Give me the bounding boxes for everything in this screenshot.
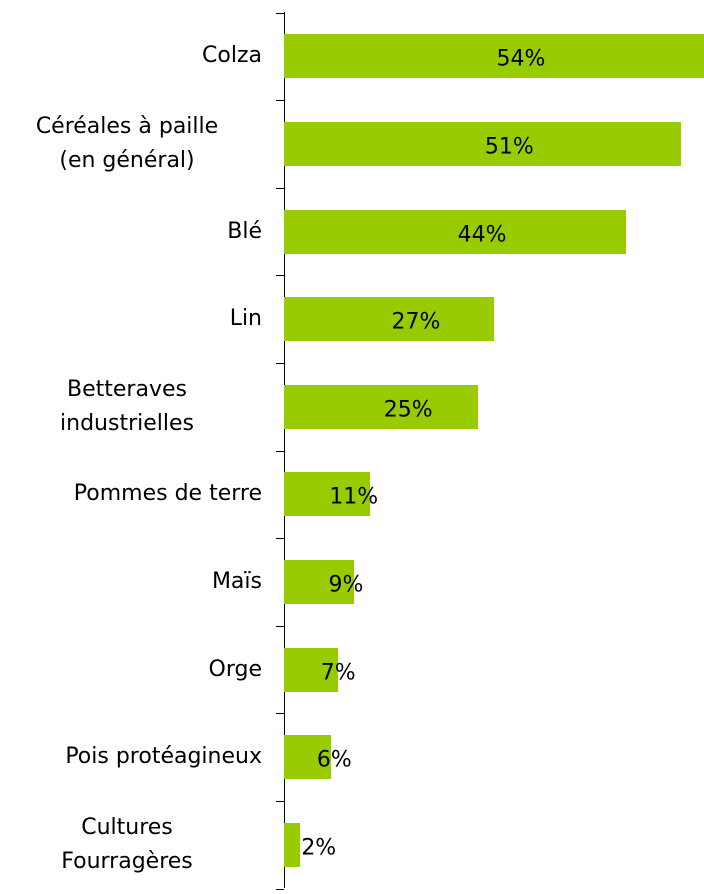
bar	[284, 297, 494, 342]
bar	[284, 384, 479, 429]
bar	[284, 121, 681, 166]
bar	[284, 735, 331, 780]
data-label: 2%	[301, 835, 337, 861]
tick-mark	[276, 450, 284, 452]
tick-mark	[276, 275, 284, 277]
tick-mark	[276, 625, 284, 627]
y-tick-label: Céréales à paille (en général)	[35, 113, 219, 173]
bar	[284, 34, 704, 79]
bar	[284, 209, 627, 254]
data-label: 7%	[320, 660, 356, 685]
data-label: 51%	[484, 134, 534, 160]
tick-mark	[276, 100, 284, 102]
data-label: 11%	[329, 484, 379, 510]
y-tick-label: Cultures Fourragères	[61, 814, 193, 874]
data-label: 6%	[316, 747, 352, 773]
data-label: 54%	[496, 46, 546, 72]
y-tick-label: Colza	[202, 43, 262, 69]
category-axis	[284, 12, 285, 888]
bar	[284, 822, 300, 867]
data-label: 25%	[383, 397, 433, 423]
y-tick-label: Blé	[227, 218, 262, 244]
tick-mark	[276, 538, 284, 540]
data-label: 27%	[391, 309, 441, 335]
y-tick-label: Betteraves industrielles	[60, 376, 194, 436]
bar	[284, 559, 354, 604]
bar	[284, 472, 370, 517]
tick-mark	[276, 800, 284, 802]
y-tick-label: Maïs	[211, 568, 262, 594]
tick-mark	[276, 12, 284, 14]
bar	[284, 647, 339, 692]
tick-mark	[276, 362, 284, 364]
y-tick-label: Orge	[208, 656, 262, 682]
tick-mark	[276, 187, 284, 189]
y-tick-label: Pommes de terre	[73, 481, 262, 507]
data-label: 9%	[328, 572, 364, 598]
y-tick-label: Lin	[229, 306, 262, 332]
y-tick-label: Pois protéagineux	[65, 744, 262, 770]
data-label: 44%	[457, 222, 507, 247]
tick-mark	[276, 713, 284, 715]
tick-mark	[276, 888, 284, 890]
